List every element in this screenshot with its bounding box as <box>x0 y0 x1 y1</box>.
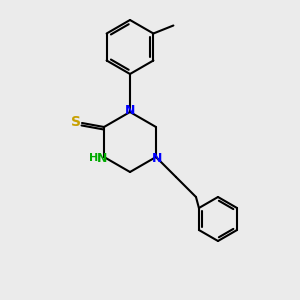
Text: N: N <box>152 152 162 164</box>
Text: N: N <box>125 104 135 118</box>
Text: H: H <box>89 153 99 163</box>
Text: N: N <box>97 152 107 164</box>
Text: S: S <box>71 115 81 129</box>
